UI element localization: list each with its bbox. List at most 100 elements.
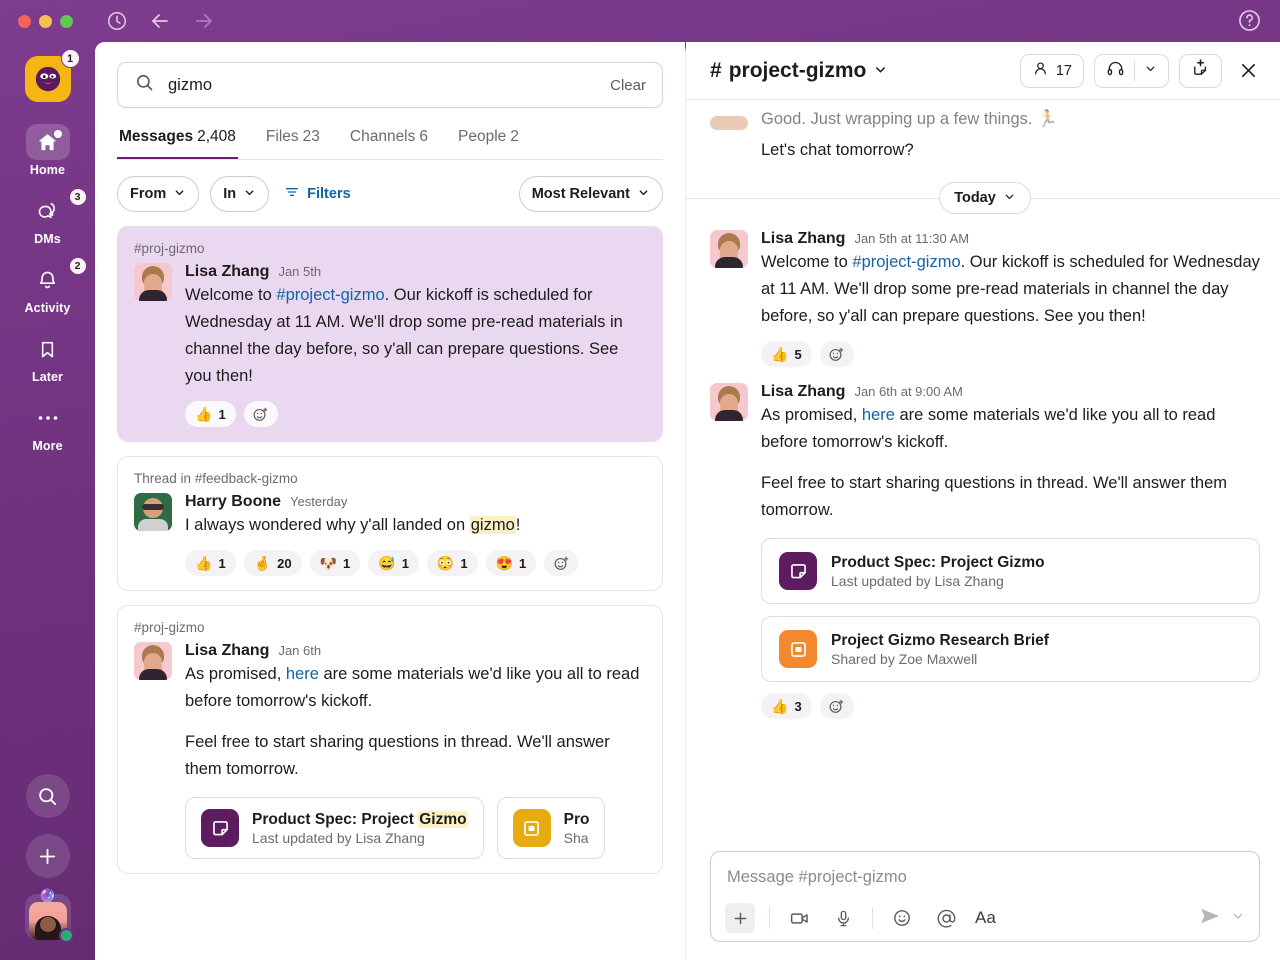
plus-icon[interactable]	[725, 903, 755, 933]
file-attachment[interactable]: Product Spec: Project Gizmo Last updated…	[185, 797, 484, 859]
search-highlight: gizmo	[469, 516, 516, 534]
reaction-chip[interactable]: 👍 5	[761, 341, 812, 367]
huddle-button[interactable]	[1094, 53, 1169, 88]
filter-in-dropdown[interactable]: In	[210, 176, 270, 212]
channel-panel: # project-gizmo 17 G	[685, 42, 1280, 960]
arrow-left-icon[interactable]	[148, 9, 172, 33]
at-mention-icon[interactable]	[931, 903, 961, 933]
tab-files[interactable]: Files 23	[264, 124, 322, 159]
search-result-item[interactable]: #proj-gizmo Lisa Zhang Jan 5th Welcome t…	[117, 226, 663, 442]
channel-title-button[interactable]: # project-gizmo	[710, 59, 888, 83]
question-circle-icon[interactable]	[1237, 8, 1262, 33]
search-result-item[interactable]: Thread in #feedback-gizmo Harry Boone Ye…	[117, 456, 663, 591]
file-attachment[interactable]: Pro Sha	[496, 797, 606, 859]
date-divider-button[interactable]: Today	[939, 182, 1031, 214]
result-message-text-2: Feel free to start sharing questions in …	[185, 733, 610, 778]
video-camera-icon[interactable]	[784, 903, 814, 933]
channel-message-list[interactable]: Good. Just wrapping up a few things. 🏃 L…	[686, 100, 1280, 841]
clock-history-icon[interactable]	[106, 10, 128, 32]
sidebar-item-later[interactable]: Later	[8, 331, 88, 384]
user-avatar[interactable]: 🔮	[24, 890, 74, 943]
filter-from-dropdown[interactable]: From	[117, 176, 200, 212]
close-icon[interactable]	[1232, 55, 1264, 87]
reaction-emoji: 👍	[195, 406, 213, 422]
search-input[interactable]	[168, 75, 611, 95]
slide-deck-icon	[779, 630, 817, 668]
reaction-chip[interactable]: 😳 1	[426, 550, 478, 576]
microphone-icon[interactable]	[828, 903, 858, 933]
dms-icon[interactable]	[26, 193, 70, 229]
sidebar-item-label: Later	[31, 370, 64, 384]
ellipsis-icon[interactable]	[26, 400, 70, 436]
sidebar-item-home[interactable]: Home	[8, 124, 88, 177]
message-input[interactable]: Message #project-gizmo	[727, 868, 907, 886]
sort-dropdown[interactable]: Most Relevant	[518, 176, 663, 212]
add-reaction-icon[interactable]	[819, 693, 854, 719]
tab-channels[interactable]: Channels 6	[348, 124, 430, 159]
minimize-window-button[interactable]	[39, 14, 52, 28]
sidebar-item-activity[interactable]: 2 Activity	[8, 257, 88, 315]
add-reaction-icon[interactable]	[819, 341, 854, 367]
reaction-chip[interactable]: 👍 1	[185, 401, 236, 427]
home-icon[interactable]	[25, 124, 70, 160]
file-title: Project Gizmo Research Brief	[831, 631, 1049, 649]
maximize-window-button[interactable]	[60, 14, 73, 28]
reaction-count: 1	[460, 555, 468, 571]
channel-link[interactable]: #project-gizmo	[276, 286, 385, 304]
add-canvas-icon	[1191, 59, 1210, 82]
result-reactions: 👍 1	[185, 401, 646, 427]
file-attachment[interactable]: Product Spec: Project Gizmo Last updated…	[761, 538, 1260, 604]
bell-icon[interactable]	[26, 262, 70, 298]
arrow-right-icon[interactable]	[192, 9, 216, 33]
file-title: Product Spec: Project Gizmo	[252, 810, 468, 829]
sort-label: Most Relevant	[531, 186, 630, 202]
reaction-chip[interactable]: 👍 3	[761, 693, 812, 719]
sidebar-item-dms[interactable]: 3 DMs	[8, 188, 88, 246]
reaction-chip[interactable]: 🐶 1	[309, 550, 361, 576]
bookmark-icon[interactable]	[26, 331, 70, 367]
reaction-count: 5	[794, 346, 802, 362]
channel-link[interactable]: #project-gizmo	[852, 253, 961, 271]
chevron-down-icon[interactable]	[1144, 62, 1157, 79]
workspace-logo-icon[interactable]	[24, 56, 71, 102]
reaction-count: 20	[277, 555, 292, 571]
sidebar-item-more[interactable]: More	[8, 400, 88, 453]
tab-messages[interactable]: Messages 2,408	[117, 124, 238, 159]
inline-link[interactable]: here	[861, 406, 895, 424]
text-run: . Our kickoff is scheduled for Wednesday…	[761, 253, 1260, 325]
members-button[interactable]: 17	[1019, 53, 1084, 88]
file-attachment[interactable]: Project Gizmo Research Brief Shared by Z…	[761, 616, 1260, 682]
reaction-chip[interactable]: 👍 1	[185, 550, 236, 576]
message-reactions: 👍 3	[761, 693, 1260, 719]
search-box[interactable]: Clear	[117, 62, 663, 108]
tab-label: Files	[265, 128, 299, 145]
result-channel-context: Thread in #feedback-gizmo	[134, 471, 298, 486]
tab-people[interactable]: People 2	[456, 124, 521, 159]
message-composer[interactable]: Message #project-gizmo	[710, 851, 1260, 942]
workspace-switcher[interactable]: 1	[24, 49, 80, 102]
channel-message[interactable]: Lisa Zhang Jan 5th at 11:30 AM Welcome t…	[710, 230, 1260, 367]
new-canvas-button[interactable]	[1179, 53, 1222, 88]
channel-message[interactable]: Lisa Zhang Jan 6th at 9:00 AM As promise…	[710, 383, 1260, 719]
search-results-list[interactable]: #proj-gizmo Lisa Zhang Jan 5th Welcome t…	[95, 226, 685, 960]
add-reaction-icon[interactable]	[243, 401, 278, 427]
close-window-button[interactable]	[18, 14, 31, 28]
activity-badge: 2	[68, 257, 87, 275]
send-paperplane-icon[interactable]	[1198, 904, 1222, 933]
search-icon[interactable]	[25, 774, 70, 818]
clear-search-button[interactable]: Clear	[610, 76, 646, 94]
reaction-chip[interactable]: 😅 1	[368, 550, 419, 576]
text-run: are some materials we'd like you all to …	[761, 406, 1216, 451]
text-format-icon[interactable]: Aa	[975, 908, 996, 927]
add-reaction-icon[interactable]	[544, 550, 579, 576]
text-run: !	[515, 516, 521, 534]
filters-button[interactable]: Filters	[284, 184, 351, 204]
search-result-item[interactable]: #proj-gizmo Lisa Zhang Jan 6th As promis…	[117, 605, 663, 874]
emoji-smiley-icon[interactable]	[887, 903, 917, 933]
inline-link[interactable]: here	[285, 665, 319, 683]
reaction-chip[interactable]: 😍 1	[485, 550, 537, 576]
result-author: Harry Boone	[185, 493, 282, 510]
chevron-down-icon[interactable]	[1231, 909, 1245, 928]
plus-icon[interactable]	[25, 834, 70, 878]
reaction-chip[interactable]: 🤞 20	[243, 550, 302, 576]
